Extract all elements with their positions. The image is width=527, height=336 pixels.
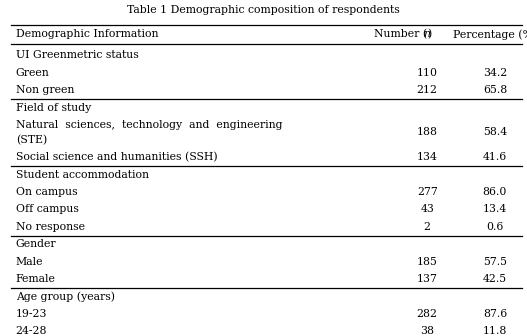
Text: 43: 43 [420,204,434,214]
Text: n: n [424,29,431,39]
Text: 38: 38 [420,326,434,336]
Text: Green: Green [16,68,50,78]
Text: 65.8: 65.8 [483,85,507,95]
Text: Field of study: Field of study [16,102,91,113]
Text: On campus: On campus [16,187,77,197]
Text: Age group (years): Age group (years) [16,291,115,302]
Text: Non green: Non green [16,85,74,95]
Text: 57.5: 57.5 [483,257,507,267]
Text: Percentage (%): Percentage (%) [453,29,527,40]
Text: Demographic Information: Demographic Information [16,29,158,39]
Text: 134: 134 [417,152,437,162]
Text: Off campus: Off campus [16,204,79,214]
Text: (STE): (STE) [16,135,47,145]
Text: 277: 277 [417,187,437,197]
Text: 19-23: 19-23 [16,309,47,319]
Text: 86.0: 86.0 [483,187,507,197]
Text: 110: 110 [417,68,437,78]
Text: 41.6: 41.6 [483,152,507,162]
Text: 212: 212 [417,85,437,95]
Text: 11.8: 11.8 [483,326,507,336]
Text: 2: 2 [424,222,431,232]
Text: No response: No response [16,222,85,232]
Text: Table 1 Demographic composition of respondents: Table 1 Demographic composition of respo… [127,5,400,15]
Text: UI Greenmetric status: UI Greenmetric status [16,50,139,60]
Text: 137: 137 [417,274,437,284]
Text: 58.4: 58.4 [483,127,507,137]
Text: 188: 188 [417,127,437,137]
Text: Number (: Number ( [374,29,427,39]
Text: 185: 185 [417,257,437,267]
Text: 24-28: 24-28 [16,326,47,336]
Text: 87.6: 87.6 [483,309,507,319]
Text: ): ) [427,29,432,39]
Text: Gender: Gender [16,239,56,249]
Text: Female: Female [16,274,55,284]
Text: 0.6: 0.6 [486,222,504,232]
Text: 13.4: 13.4 [483,204,507,214]
Text: Student accommodation: Student accommodation [16,170,149,180]
Text: 282: 282 [417,309,437,319]
Text: 34.2: 34.2 [483,68,507,78]
Text: Natural  sciences,  technology  and  engineering: Natural sciences, technology and enginee… [16,120,282,130]
Text: Social science and humanities (SSH): Social science and humanities (SSH) [16,152,217,162]
Text: 42.5: 42.5 [483,274,507,284]
Text: Male: Male [16,257,43,267]
